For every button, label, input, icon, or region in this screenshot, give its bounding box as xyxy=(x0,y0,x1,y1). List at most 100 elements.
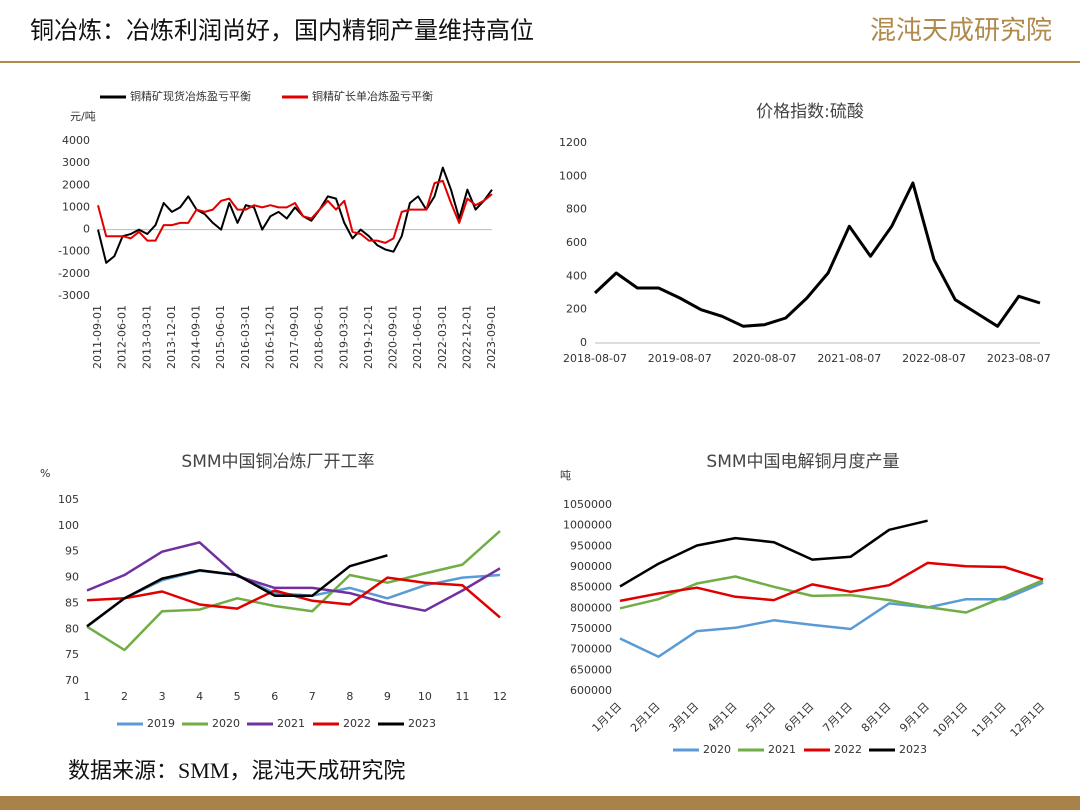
y-axis-label: 吨 xyxy=(560,469,571,482)
x-tick-label: 2016-03-01 xyxy=(239,305,252,369)
x-tick-label: 2019-03-01 xyxy=(337,305,350,369)
chart-title: 价格指数:硫酸 xyxy=(756,102,864,122)
x-tick-label: 2016-12-01 xyxy=(263,305,276,369)
series-line xyxy=(619,561,1044,603)
series-line xyxy=(97,166,493,264)
legend-label: 2021 xyxy=(277,717,305,730)
x-tick-label: 2014-09-01 xyxy=(190,305,203,369)
x-tick-label: 5 xyxy=(234,690,241,703)
series-line xyxy=(86,576,501,619)
x-tick-label: 2017-09-01 xyxy=(288,305,301,369)
legend-label: 铜精矿长单冶炼盈亏平衡 xyxy=(312,89,433,103)
series-line xyxy=(593,181,1041,328)
y-tick-label: 850000 xyxy=(570,581,612,594)
x-tick-label: 9 xyxy=(384,690,391,703)
x-tick-label: 2019-12-01 xyxy=(362,305,375,369)
x-tick-label: 10月1日 xyxy=(931,700,971,740)
y-tick-label: 900000 xyxy=(570,560,612,573)
slide-title: 铜冶炼：冶炼利润尚好，国内精铜产量维持高位 xyxy=(30,18,534,45)
y-tick-label: 100 xyxy=(58,519,79,532)
x-tick-label: 2020-08-07 xyxy=(733,352,797,365)
x-tick-label: 2015-06-01 xyxy=(214,305,227,369)
y-tick-label: 0 xyxy=(83,223,90,236)
x-tick-label: 2011-09-01 xyxy=(91,305,104,369)
legend-label: 铜精矿现货冶炼盈亏平衡 xyxy=(130,89,251,103)
series-line xyxy=(619,581,1044,658)
x-tick-label: 12月1日 xyxy=(1008,700,1048,740)
y-tick-label: 800 xyxy=(566,203,587,216)
x-tick-label: 2021-06-01 xyxy=(411,305,424,369)
x-tick-label: 2023-08-07 xyxy=(987,352,1051,365)
series-line xyxy=(86,541,501,612)
y-tick-label: 3000 xyxy=(62,156,90,169)
y-tick-label: 750000 xyxy=(570,622,612,635)
legend-label: 2020 xyxy=(703,743,731,756)
legend-label: 2020 xyxy=(212,717,240,730)
logo: 混沌天成研究院 xyxy=(870,16,1052,45)
x-tick-label: 2022-08-07 xyxy=(902,352,966,365)
x-tick-label: 7月1日 xyxy=(820,700,855,735)
x-tick-label: 7 xyxy=(309,690,316,703)
y-tick-label: 1000 xyxy=(62,200,90,213)
x-tick-label: 11 xyxy=(455,690,469,703)
x-tick-label: 10 xyxy=(418,690,432,703)
y-axis-label: 元/吨 xyxy=(70,110,96,123)
x-tick-label: 2013-12-01 xyxy=(165,305,178,369)
legend-label: 2019 xyxy=(147,717,175,730)
x-tick-label: 3月1日 xyxy=(667,700,702,735)
legend-label: 2021 xyxy=(768,743,796,756)
series-line xyxy=(97,179,493,244)
x-tick-label: 1月1日 xyxy=(590,700,625,735)
x-tick-label: 2月1日 xyxy=(628,700,663,735)
legend-label: 2022 xyxy=(834,743,862,756)
y-tick-label: 4000 xyxy=(62,134,90,147)
x-tick-label: 2020-09-01 xyxy=(387,305,400,369)
footer-bar xyxy=(0,796,1080,810)
x-tick-label: 2022-03-01 xyxy=(436,305,449,369)
series-line xyxy=(86,530,501,652)
chart-title: SMM中国电解铜月度产量 xyxy=(706,452,899,472)
legend-label: 2023 xyxy=(408,717,436,730)
x-tick-label: 1 xyxy=(84,690,91,703)
chart-title: SMM中国铜冶炼厂开工率 xyxy=(181,452,374,472)
series-line xyxy=(619,575,1044,614)
y-tick-label: 70 xyxy=(65,674,79,687)
y-tick-label: 1200 xyxy=(559,136,587,149)
x-tick-label: 6月1日 xyxy=(782,700,817,735)
y-axis-label: % xyxy=(40,467,50,480)
y-tick-label: 1000000 xyxy=(563,519,612,532)
y-tick-label: 200 xyxy=(566,303,587,316)
x-tick-label: 3 xyxy=(159,690,166,703)
y-tick-label: 700000 xyxy=(570,643,612,656)
y-tick-label: 1050000 xyxy=(563,498,612,511)
y-tick-label: 400 xyxy=(566,269,587,282)
source-note: 数据来源：SMM，混沌天成研究院 xyxy=(68,758,405,783)
y-tick-label: 600000 xyxy=(570,684,612,697)
y-tick-label: 2000 xyxy=(62,178,90,191)
y-tick-label: 600 xyxy=(566,236,587,249)
x-tick-label: 2021-08-07 xyxy=(817,352,881,365)
series-line xyxy=(86,569,501,628)
y-tick-label: -1000 xyxy=(58,245,90,258)
x-tick-label: 2018-06-01 xyxy=(313,305,326,369)
y-tick-label: -3000 xyxy=(58,289,90,302)
y-tick-label: 0 xyxy=(580,336,587,349)
x-tick-label: 2012-06-01 xyxy=(116,305,129,369)
legend-label: 2022 xyxy=(343,717,371,730)
y-tick-label: 650000 xyxy=(570,663,612,676)
y-tick-label: -2000 xyxy=(58,267,90,280)
y-tick-label: 105 xyxy=(58,493,79,506)
x-tick-label: 8月1日 xyxy=(859,700,894,735)
y-tick-label: 95 xyxy=(65,545,79,558)
y-tick-label: 950000 xyxy=(570,539,612,552)
x-tick-label: 2018-08-07 xyxy=(563,352,627,365)
x-tick-label: 2019-08-07 xyxy=(648,352,712,365)
y-tick-label: 1000 xyxy=(559,169,587,182)
x-tick-label: 2013-03-01 xyxy=(140,305,153,369)
x-tick-label: 4 xyxy=(196,690,203,703)
x-tick-label: 5月1日 xyxy=(743,700,778,735)
x-tick-label: 9月1日 xyxy=(897,700,932,735)
x-tick-label: 6 xyxy=(271,690,278,703)
